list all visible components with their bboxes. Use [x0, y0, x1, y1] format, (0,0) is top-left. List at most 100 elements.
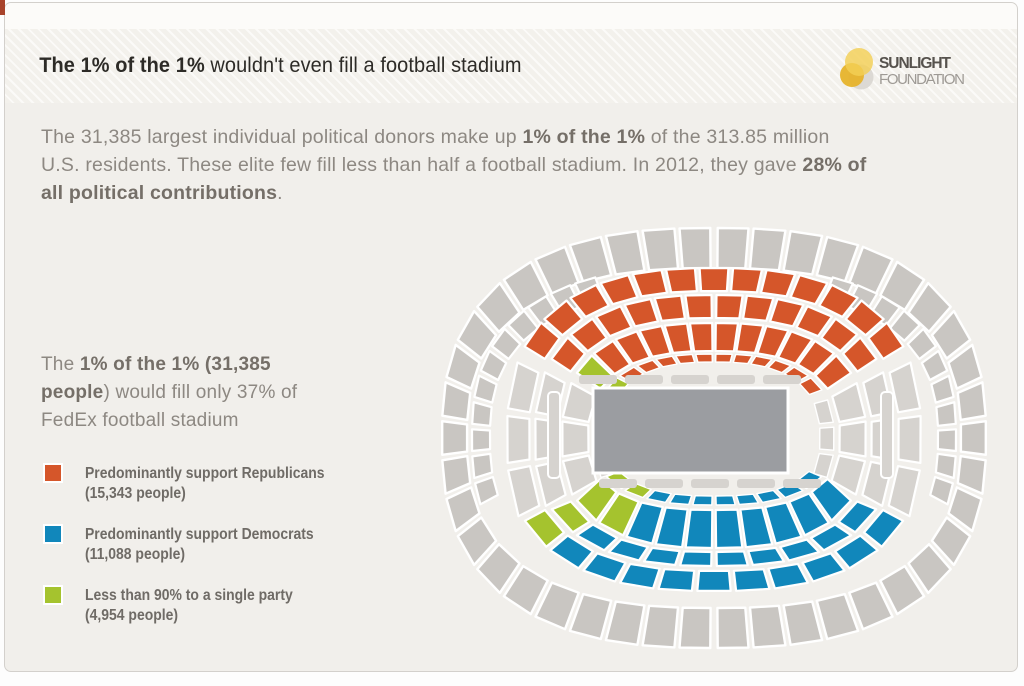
seat-block-empty [561, 420, 590, 458]
seat-block-republican [675, 353, 696, 365]
seat-block-empty [506, 361, 540, 414]
suite-strip [783, 479, 821, 488]
seat-block-empty [445, 486, 481, 533]
seat-block-empty [568, 592, 613, 641]
seat-block-empty [838, 420, 867, 458]
seat-block-empty [479, 349, 508, 382]
seat-block-democrat [582, 552, 627, 583]
seat-block-empty [815, 592, 860, 641]
title-band: The 1% of the 1% wouldn't even fill a fo… [5, 29, 1017, 103]
seat-block-democrat [862, 508, 905, 548]
seat-block-empty [561, 382, 597, 423]
seat-block-democrat [669, 493, 693, 506]
suite-strip [737, 479, 775, 488]
seat-block-democrat [747, 546, 786, 567]
seat-block-empty [848, 581, 894, 631]
seat-block-democrat [679, 550, 713, 568]
seat-block-republican [730, 267, 763, 294]
seat-block-democrat [788, 492, 830, 537]
seat-block-democrat [764, 501, 803, 545]
seat-block-republican [614, 330, 651, 365]
seat-block-democrat [715, 550, 749, 568]
legend-sublabel: (11,088 people) [85, 546, 186, 563]
seat-block-democrat [756, 489, 782, 504]
split-party-swatch [45, 587, 61, 603]
seat-block-democrat [809, 523, 853, 552]
seat-block-empty [959, 420, 987, 456]
seat-block-empty [936, 428, 958, 453]
page-title-bold: The 1% of the 1% [39, 54, 205, 77]
seat-block-republican [732, 353, 753, 365]
intro-bold-contributions: 28% of all political contributions [41, 154, 867, 204]
seat-block-republican [759, 268, 797, 298]
seat-block-empty [568, 235, 613, 284]
seat-block-empty [956, 381, 987, 422]
caption-bold: 1% of the 1% (31,385 people [41, 354, 271, 403]
seat-block-split [523, 508, 566, 548]
seat-block-empty [907, 281, 952, 333]
seat-block-republican [867, 321, 905, 360]
suite-strip [645, 479, 683, 488]
seat-block-empty [476, 281, 521, 333]
seat-block-republican [663, 322, 693, 354]
seat-block-republican [638, 324, 672, 358]
seat-block-empty [897, 414, 922, 464]
seat-block-empty [471, 452, 494, 480]
seat-block-empty [716, 606, 750, 650]
seat-block-empty [947, 486, 983, 533]
seat-block-republican [631, 268, 669, 298]
seat-block-republican [698, 267, 730, 293]
seat-block-empty [534, 581, 580, 631]
seat-block-republican [798, 377, 823, 396]
seat-block-democrat [714, 508, 744, 550]
legend-sublabel: (4,954 people) [85, 607, 179, 624]
legend-item-split: Less than 90% to a single party (4,954 p… [45, 586, 351, 626]
seat-block-democrat [619, 562, 661, 590]
seat-block-empty [473, 374, 498, 404]
seat-block-empty [887, 465, 921, 518]
seat-block-empty [813, 399, 834, 425]
seat-block-republican [715, 293, 744, 320]
seat-block-republican [750, 355, 773, 368]
seat-block-republican [543, 299, 584, 337]
seat-block-democrat [696, 569, 732, 592]
seat-block-empty [441, 420, 469, 456]
seat-block-empty [934, 452, 957, 480]
suite-strip [717, 375, 755, 384]
seat-block-republican [795, 305, 833, 338]
seat-block-empty [678, 226, 712, 270]
seat-block-democrat [654, 506, 689, 549]
seat-block-republican [595, 305, 633, 338]
seat-block-republican [844, 299, 885, 337]
suite-strip [763, 375, 801, 384]
seat-block-empty [879, 564, 926, 616]
seat-block-empty [456, 516, 498, 567]
seat-block-republican [636, 359, 661, 374]
seat-block-republican [684, 293, 713, 320]
seat-block-empty [502, 564, 549, 616]
page-title-rest: wouldn't even fill a football stadium [204, 54, 522, 77]
seat-block-republican [665, 267, 698, 294]
seat-block-democrat [575, 523, 619, 552]
seat-block-republican [777, 330, 814, 365]
seat-block-empty [678, 606, 712, 650]
page-title: The 1% of the 1% wouldn't even fill a fo… [5, 54, 522, 78]
caption-text: The [41, 354, 80, 375]
intro-paragraph: The 31,385 largest individual political … [41, 123, 871, 207]
seat-block-empty [813, 452, 834, 479]
suite-strip [579, 375, 617, 384]
intro-text-3: . [277, 182, 283, 204]
seat-block-democrat [834, 534, 879, 570]
corner-accent-mark [0, 0, 5, 15]
seat-block-republican [735, 322, 765, 354]
infographic-card: The 1% of the 1% wouldn't even fill a fo… [4, 2, 1018, 672]
intro-text: The 31,385 largest individual political … [41, 126, 523, 148]
sunlight-foundation-logo: SUNLIGHT FOUNDATION [840, 48, 965, 90]
stadium-caption: The 1% of the 1% (31,385 people) would f… [41, 351, 343, 435]
legend-sublabel: (15,343 people) [85, 485, 186, 502]
seat-block-empty [956, 454, 987, 495]
seat-block-republican [688, 321, 714, 353]
seat-block-republican [789, 274, 829, 306]
seat-block-empty [641, 604, 680, 649]
